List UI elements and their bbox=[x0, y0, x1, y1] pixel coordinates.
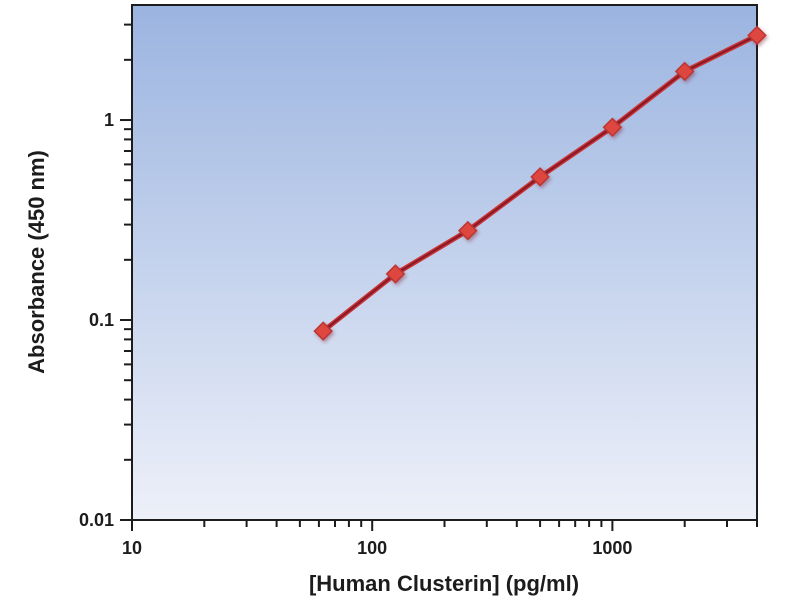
data-point-marker bbox=[674, 61, 695, 82]
data-point-marker bbox=[313, 321, 333, 341]
y-axis-title: Absorbance (450 nm) bbox=[24, 150, 49, 374]
data-point-marker bbox=[385, 264, 406, 284]
x-tick-label: 100 bbox=[357, 538, 387, 558]
data-point-marker bbox=[530, 167, 550, 187]
x-tick-label: 10 bbox=[122, 538, 142, 558]
x-axis-title: [Human Clusterin] (pg/ml) bbox=[309, 571, 579, 596]
y-tick-label: 0.1 bbox=[89, 310, 114, 330]
y-tick-label: 1 bbox=[104, 110, 114, 130]
y-tick-label: 0.01 bbox=[79, 510, 114, 530]
plot-area bbox=[131, 4, 758, 521]
data-series bbox=[313, 25, 767, 341]
data-point-marker bbox=[602, 117, 623, 138]
axis-ticks: 10 100 1000 0.01 0.1 1 bbox=[79, 23, 758, 558]
data-point-marker bbox=[458, 220, 478, 241]
x-tick-label: 1000 bbox=[592, 538, 632, 558]
data-point-marker bbox=[747, 25, 767, 46]
